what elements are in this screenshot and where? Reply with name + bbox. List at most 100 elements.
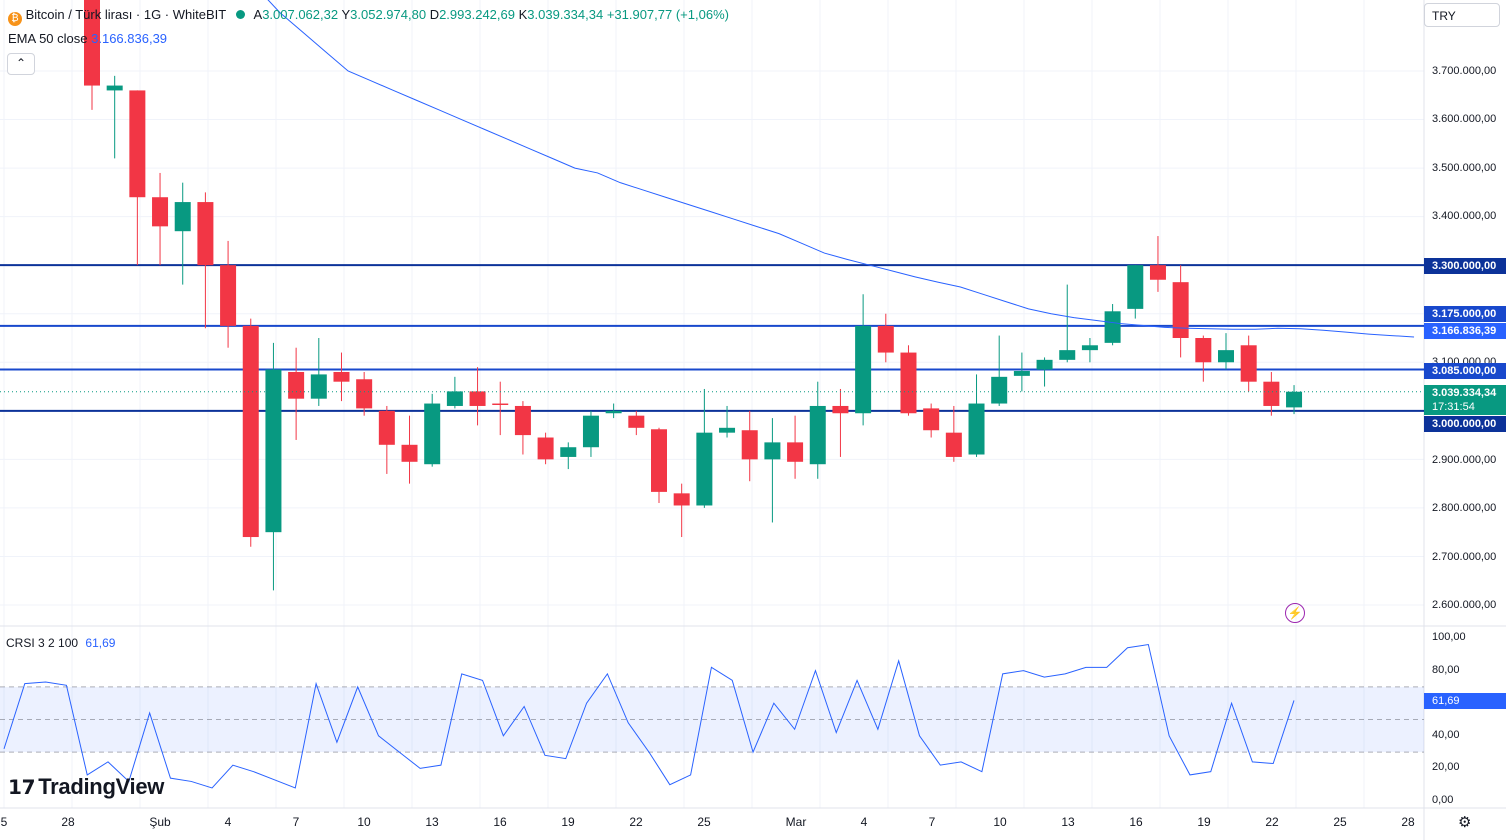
ohlc-low-value: 2.993.242,69 <box>439 7 515 22</box>
candle-body <box>310 374 327 399</box>
candle-body <box>356 379 373 409</box>
time-axis-label: 25 <box>1333 815 1347 829</box>
candle-body <box>968 403 985 455</box>
ohlc-open-value: 3.007.062,32 <box>262 7 339 22</box>
ohlc-close-label: K <box>518 7 528 22</box>
symbol-legend: ₿ Bitcoin / Türk lirası · 1G · WhiteBIT … <box>8 7 729 26</box>
crsi-value-tag: 61,69 <box>1424 693 1506 709</box>
currency-select[interactable]: TRY <box>1424 3 1500 27</box>
candle-body <box>1195 338 1212 363</box>
time-axis-label: 28 <box>1401 815 1415 829</box>
candle-body <box>560 447 577 457</box>
logo-text: TradingView <box>38 774 165 799</box>
candle-body <box>1240 345 1257 382</box>
tradingview-logo-icon: 𝟭𝟳 <box>8 777 36 799</box>
crsi-axis-label: 100,00 <box>1432 631 1466 643</box>
candle-body <box>106 85 123 91</box>
time-axis-label: 16 <box>1129 815 1143 829</box>
candle-body <box>855 325 872 414</box>
candle-body <box>378 410 395 445</box>
price-axis-label: 2.900.000,00 <box>1432 454 1497 466</box>
candle-body <box>1218 350 1234 363</box>
crsi-axis-label: 0,00 <box>1432 794 1454 806</box>
candle-body <box>1059 350 1076 360</box>
symbol-title[interactable]: Bitcoin / Türk lirası · 1G · WhiteBIT <box>25 7 226 22</box>
tradingview-logo[interactable]: 𝟭𝟳 TradingView <box>8 774 164 800</box>
candle-body <box>651 429 667 492</box>
candle-body <box>832 405 849 414</box>
time-axis-label: 13 <box>425 815 439 829</box>
last-price-value: 3.039.334,34 <box>1432 387 1497 399</box>
candle-body <box>1149 265 1166 280</box>
time-axis-label: 13 <box>1061 815 1075 829</box>
price-axis-label: 3.700.000,00 <box>1432 65 1497 77</box>
hline-3175000-tag[interactable]: 3.175.000,00 <box>1424 306 1506 322</box>
crsi-label: CRSI 3 2 100 <box>6 636 79 650</box>
gear-icon[interactable]: ⚙ <box>1458 814 1472 831</box>
time-axis-label: 10 <box>993 815 1007 829</box>
candle-body <box>764 442 781 460</box>
lightning-icon[interactable]: ⚡ <box>1285 603 1305 623</box>
candle-body <box>1286 391 1303 408</box>
candle-body <box>401 444 418 462</box>
hline-3000000-tag[interactable]: 3.000.000,00 <box>1424 416 1506 432</box>
candle-body <box>1263 381 1280 406</box>
candle-body <box>1104 311 1121 343</box>
candle-body <box>787 442 804 462</box>
time-axis-label: Şub <box>149 815 171 829</box>
time-axis-label: 4 <box>224 815 232 829</box>
hline-3085000-tag[interactable]: 3.085.000,00 <box>1424 363 1506 379</box>
candle-body <box>492 403 509 405</box>
time-axis-label: 22 <box>1265 815 1279 829</box>
candle-body <box>129 90 146 198</box>
currency-value: TRY <box>1432 9 1456 23</box>
candle-body <box>242 325 259 538</box>
candle-body <box>923 408 940 431</box>
ohlc-high-value: 3.052.974,80 <box>350 7 427 22</box>
candle-body <box>900 352 917 414</box>
time-axis-label: 22 <box>629 815 643 829</box>
price-axis-label: 3.600.000,00 <box>1432 113 1497 125</box>
candle-body <box>220 265 237 326</box>
candle-body <box>809 405 826 465</box>
candle-body <box>1127 265 1144 309</box>
time-axis-label: 7 <box>292 815 300 829</box>
candle-body <box>265 369 282 533</box>
bar-countdown: 17:31:54 <box>1432 401 1475 413</box>
candle-body <box>288 371 305 399</box>
candle-body <box>197 202 214 266</box>
candle-body <box>741 430 758 460</box>
crsi-axis-label: 80,00 <box>1432 664 1460 676</box>
crsi-legend[interactable]: CRSI 3 2 100 61,69 <box>6 636 115 650</box>
price-axis-label: 3.500.000,00 <box>1432 162 1497 174</box>
ohlc-close-value: 3.039.334,34 <box>527 7 604 22</box>
price-axis-label: 3.400.000,00 <box>1432 210 1497 222</box>
time-axis-label: Mar <box>785 815 807 829</box>
time-axis-label: 7 <box>928 815 936 829</box>
candle-body <box>696 432 713 506</box>
candle-body <box>945 432 962 457</box>
collapse-legend-button[interactable]: ⌃ <box>7 53 35 75</box>
candle-body <box>1036 359 1053 370</box>
time-axis-label: 4 <box>860 815 868 829</box>
candle-body <box>174 202 191 232</box>
candle-body <box>1081 345 1098 351</box>
candle-body <box>514 405 531 436</box>
candle-body <box>469 391 486 406</box>
ema-label: EMA 50 close <box>8 31 88 46</box>
time-axis-label: 16 <box>493 815 507 829</box>
ema-value: 3.166.836,39 <box>91 31 168 46</box>
candle-body <box>84 0 100 86</box>
ohlc-open-label: A <box>253 7 263 22</box>
ema-legend[interactable]: EMA 50 close 3.166.836,39 <box>8 31 167 46</box>
time-axis-label: 28 <box>61 815 75 829</box>
hline-3300000-tag[interactable]: 3.300.000,00 <box>1424 258 1506 274</box>
crsi-line <box>3 643 1295 789</box>
candle-body <box>1172 282 1189 338</box>
price-axis-label: 2.700.000,00 <box>1432 551 1497 563</box>
time-axis-label: 25 <box>697 815 711 829</box>
candle-body <box>424 403 441 465</box>
time-axis-label: 10 <box>357 815 371 829</box>
candle-body <box>537 437 554 460</box>
